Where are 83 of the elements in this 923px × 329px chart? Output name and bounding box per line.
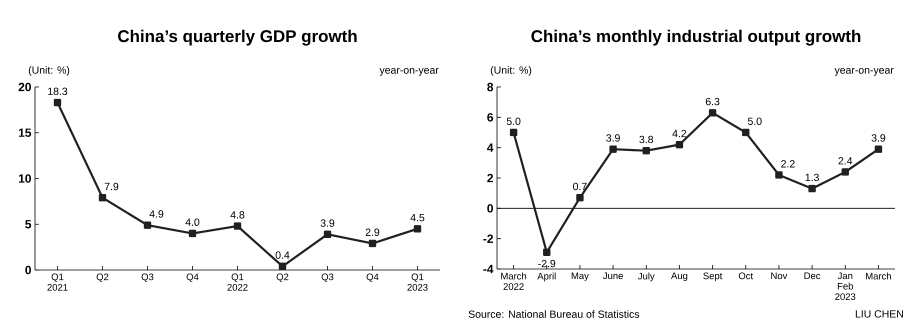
x-tick-label: Dec bbox=[804, 272, 820, 280]
data-label: 3.9 bbox=[606, 134, 620, 142]
point bbox=[54, 98, 62, 106]
x-tick-label: June bbox=[602, 272, 623, 280]
point bbox=[98, 194, 106, 202]
y-tick-label: -4 bbox=[483, 264, 494, 274]
x-tick-label: Q4 bbox=[366, 274, 379, 282]
data-label: 7.9 bbox=[104, 182, 118, 190]
point bbox=[576, 194, 584, 202]
x-tick-label: Sept bbox=[703, 272, 722, 282]
x-tick-label: March 2022 bbox=[501, 272, 526, 290]
point bbox=[324, 230, 332, 238]
data-label: 2.9 bbox=[366, 228, 380, 236]
x-tick-label: July bbox=[638, 272, 655, 282]
point bbox=[234, 222, 242, 230]
x-tick-label: Oct bbox=[738, 272, 754, 280]
data-label: 1.3 bbox=[806, 174, 819, 182]
text: (Unit: %) bbox=[490, 66, 532, 76]
y-tick-label: 4 bbox=[487, 144, 494, 152]
chart-title: China’s quarterly GDP growth bbox=[118, 30, 357, 46]
data-label: 5.0 bbox=[748, 118, 762, 125]
data-label: 2.2 bbox=[781, 160, 795, 168]
point bbox=[676, 140, 684, 148]
data-label: 18.3 bbox=[48, 88, 68, 96]
y-tick-label: 10 bbox=[18, 174, 31, 183]
point bbox=[775, 171, 783, 179]
y-tick-label: 0 bbox=[487, 204, 493, 213]
point bbox=[742, 128, 750, 136]
data-label: 6.3 bbox=[706, 98, 720, 106]
y-tick-label: 5 bbox=[25, 220, 32, 228]
point bbox=[278, 262, 286, 270]
point bbox=[642, 147, 650, 154]
point bbox=[708, 109, 716, 116]
x-tick-label: May bbox=[572, 272, 589, 281]
point bbox=[368, 240, 376, 248]
point bbox=[144, 221, 152, 229]
x-tick-label: Q1 2022 bbox=[227, 274, 248, 291]
data-label: 3.8 bbox=[639, 136, 654, 144]
text: LIU CHEN bbox=[856, 310, 903, 318]
x-tick-label: Q2 bbox=[96, 274, 108, 282]
source-note: Source: National Bureau of Statistics bbox=[468, 310, 640, 318]
text: year-on-year bbox=[834, 68, 894, 76]
y-tick-label: 20 bbox=[18, 82, 31, 92]
y-tick-label: 0 bbox=[25, 266, 31, 274]
chart-title: China’s monthly industrial output growth bbox=[531, 30, 860, 46]
data-label: 4.0 bbox=[185, 218, 200, 226]
data-label: 3.9 bbox=[320, 219, 334, 227]
data-label: -2.9 bbox=[538, 260, 556, 268]
x-tick-label: Jan Feb 2023 bbox=[835, 272, 856, 300]
point bbox=[543, 248, 550, 256]
x-tick-label: Q4 bbox=[186, 274, 199, 282]
x-tick-label: Aug bbox=[671, 272, 688, 281]
point bbox=[842, 168, 849, 176]
data-label: 4.9 bbox=[149, 210, 164, 218]
data-label: 0.4 bbox=[276, 251, 290, 259]
y-tick-label: 6 bbox=[487, 113, 494, 122]
point bbox=[510, 128, 518, 136]
data-label: 0.7 bbox=[573, 182, 587, 190]
y-tick-label: 2 bbox=[487, 174, 494, 182]
x-tick-label: March bbox=[866, 272, 891, 280]
x-tick-label: April bbox=[537, 272, 556, 282]
x-tick-label: Q2 bbox=[276, 274, 288, 282]
y-tick-label: -2 bbox=[483, 234, 494, 243]
data-label: 5.0 bbox=[506, 118, 520, 125]
point bbox=[874, 145, 882, 153]
text: (Unit: %) bbox=[28, 66, 70, 76]
point bbox=[188, 230, 196, 238]
point bbox=[808, 184, 816, 192]
x-tick-label: Q1 2021 bbox=[47, 274, 68, 291]
point bbox=[414, 225, 422, 233]
x-tick-label: Nov bbox=[771, 272, 788, 280]
data-label: 4.2 bbox=[672, 130, 686, 138]
x-tick-label: Q3 bbox=[322, 274, 334, 282]
y-tick-label: 15 bbox=[18, 128, 32, 137]
data-label: 2.4 bbox=[838, 157, 852, 164]
data-label: 3.9 bbox=[872, 134, 886, 142]
text: year-on-year bbox=[380, 68, 439, 76]
x-tick-label: Q3 bbox=[142, 274, 154, 282]
data-label: 4.5 bbox=[410, 214, 424, 222]
point bbox=[609, 145, 617, 153]
y-tick-label: 8 bbox=[487, 82, 494, 92]
x-tick-label: Q1 2023 bbox=[407, 274, 428, 291]
data-label: 4.8 bbox=[230, 211, 244, 219]
